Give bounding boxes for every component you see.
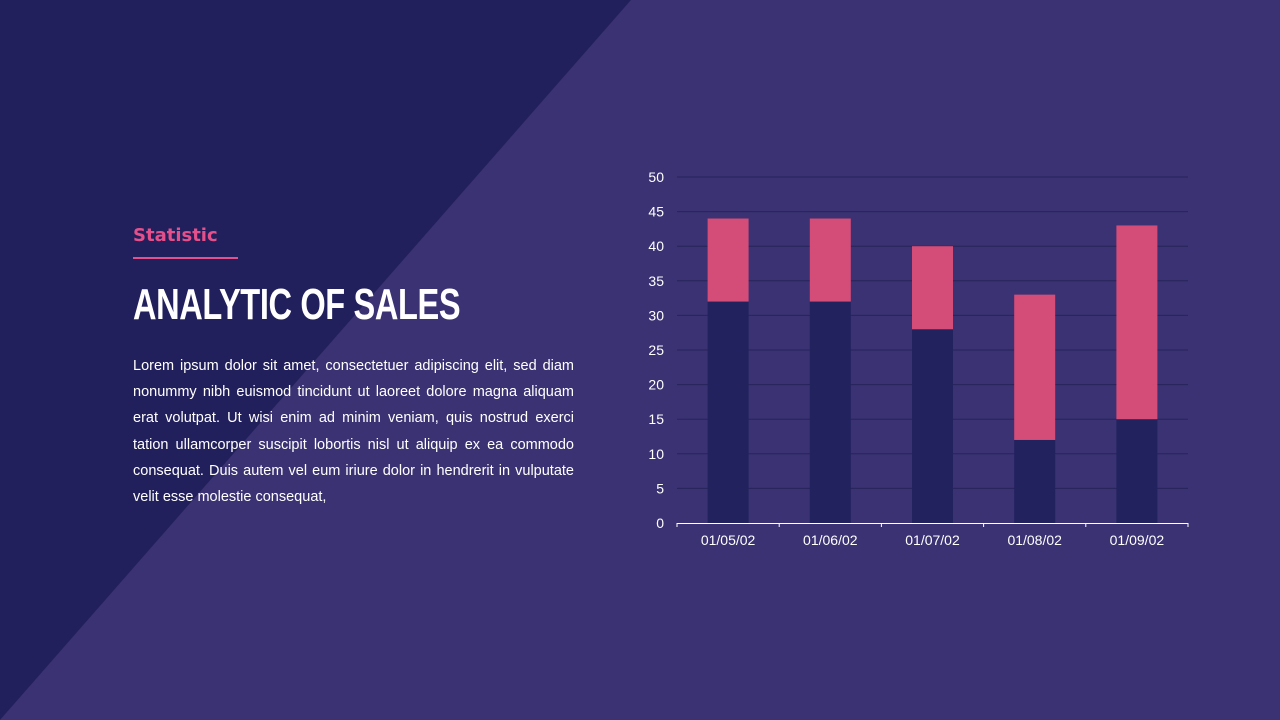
bar-segment (912, 246, 953, 330)
x-tick-label: 01/08/02 (1007, 532, 1062, 548)
text-block: Statistic ANALYTIC OF SALES Lorem ipsum … (133, 224, 574, 510)
y-tick-label: 10 (648, 446, 664, 462)
y-tick-label: 0 (656, 515, 664, 531)
bar-segment (1014, 294, 1056, 440)
bar-segment (707, 218, 749, 302)
kicker-underline (133, 257, 238, 259)
x-tick-label: 01/06/02 (803, 532, 858, 548)
sales-bar-chart: 0 5 10 15 20 25 30 35 40 45 50 01/05/02 01/06/02 01/0… (648, 169, 1189, 548)
bar-segment (809, 301, 851, 523)
kicker-label: Statistic (133, 225, 218, 246)
x-tick-label: 01/07/02 (905, 532, 960, 548)
bar-segment (707, 301, 749, 523)
y-tick-label: 15 (648, 411, 664, 427)
y-tick-label: 40 (648, 238, 664, 254)
x-tick-label: 01/09/02 (1110, 532, 1165, 548)
bar-segment (809, 218, 851, 302)
y-tick-label: 30 (648, 307, 664, 323)
x-tick-label: 01/05/02 (701, 532, 756, 548)
y-tick-label: 35 (648, 273, 664, 289)
bar-segment (1014, 439, 1056, 523)
y-tick-label: 25 (648, 342, 664, 358)
y-tick-label: 45 (648, 204, 664, 220)
bar-segment (1116, 419, 1158, 523)
bar-segment (912, 329, 953, 523)
y-tick-label: 20 (648, 377, 664, 393)
page-title: ANALYTIC OF SALES (133, 280, 461, 329)
bar-segment (1116, 225, 1158, 420)
y-tick-label: 5 (656, 480, 664, 496)
y-tick-label: 50 (648, 169, 664, 185)
body-paragraph: Lorem ipsum dolor sit amet, consectetuer… (133, 358, 574, 506)
